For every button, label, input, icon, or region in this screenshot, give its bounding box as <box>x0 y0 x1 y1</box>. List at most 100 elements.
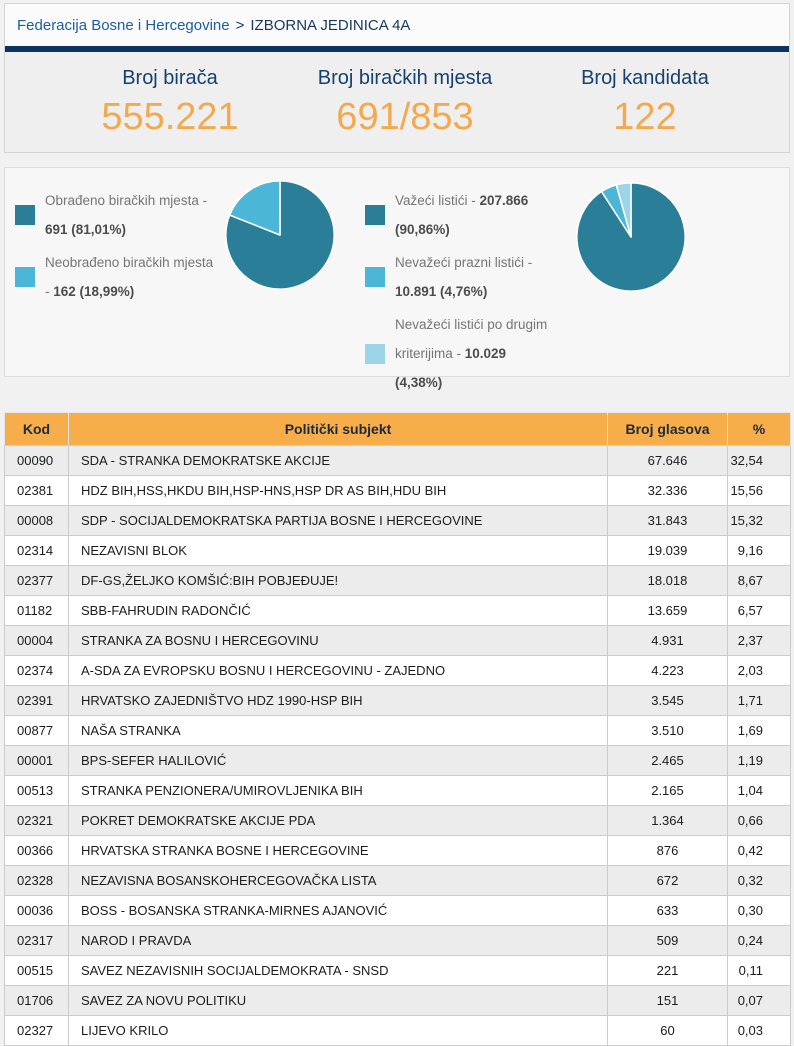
table-row: 02317 NAROD I PRAVDA 509 0,24 <box>4 925 791 956</box>
cell-percent: 0,30 <box>727 895 791 926</box>
cell-broj-glasova: 18.018 <box>607 565 728 596</box>
cell-kod: 01182 <box>4 595 69 626</box>
table-row: 00008 SDP - SOCIJALDEMOKRATSKA PARTIJA BO… <box>4 505 791 536</box>
table-row: 01182 SBB-FAHRUDIN RADONČIĆ 13.659 6,57 <box>4 595 791 626</box>
cell-percent: 15,32 <box>727 505 791 536</box>
legend-item: Nevažeći listići po drugim kriterijima -… <box>365 310 550 397</box>
cell-kod: 02391 <box>4 685 69 716</box>
pie-chart-svg <box>576 182 686 292</box>
cell-politicki-subjekt: SDP - SOCIJALDEMOKRATSKA PARTIJA BOSNE I… <box>68 505 608 536</box>
cell-broj-glasova: 67.646 <box>607 445 728 476</box>
cell-politicki-subjekt: STRANKA PENZIONERA/UMIROVLJENIKA BIH <box>68 775 608 806</box>
stat-label: Broj biračkih mjesta <box>317 67 493 89</box>
cell-kod: 02381 <box>4 475 69 506</box>
cell-politicki-subjekt: HRVATSKO ZAJEDNIŠTVO HDZ 1990-HSP BIH <box>68 685 608 716</box>
breadcrumb: Federacija Bosne i Hercegovine > IZBORNA… <box>5 4 789 46</box>
cell-percent: 0,11 <box>727 955 791 986</box>
legend-item: Važeći listići - 207.866 (90,86%) <box>365 186 550 244</box>
cell-broj-glasova: 672 <box>607 865 728 896</box>
table-row: 00001 BPS-SEFER HALILOVIĆ 2.465 1,19 <box>4 745 791 776</box>
cell-politicki-subjekt: NAŠA STRANKA <box>68 715 608 746</box>
cell-broj-glasova: 221 <box>607 955 728 986</box>
cell-percent: 2,37 <box>727 625 791 656</box>
cell-percent: 15,56 <box>727 475 791 506</box>
pie-chart-biracka-mjesta <box>223 178 337 376</box>
table-row: 02328 NEZAVISNA BOSANSKOHERCEGOVAČKA LIST… <box>4 865 791 896</box>
pie-slice <box>228 180 281 236</box>
cell-politicki-subjekt: SAVEZ ZA NOVU POLITIKU <box>68 985 608 1016</box>
header-percent: % <box>727 412 791 446</box>
stat-broj-kandidata: Broj kandidata 122 <box>581 67 709 139</box>
table-row: 00036 BOSS - BOSANSKA STRANKA-MIRNES AJAN… <box>4 895 791 926</box>
legend-item: Neobrađeno biračkih mjesta - 162 (18,99%… <box>15 248 215 306</box>
table-row: 00513 STRANKA PENZIONERA/UMIROVLJENIKA BI… <box>4 775 791 806</box>
cell-kod: 00008 <box>4 505 69 536</box>
header-politicki-subjekt: Politički subjekt <box>68 412 608 446</box>
cell-percent: 2,03 <box>727 655 791 686</box>
cell-politicki-subjekt: STRANKA ZA BOSNU I HERCEGOVINU <box>68 625 608 656</box>
cell-politicki-subjekt: DF-GS,ŽELJKO KOMŠIĆ:BIH POBJEĐUJE! <box>68 565 608 596</box>
cell-kod: 00366 <box>4 835 69 866</box>
pie-chart-svg <box>225 180 335 290</box>
table-row: 02391 HRVATSKO ZAJEDNIŠTVO HDZ 1990-HSP B… <box>4 685 791 716</box>
table-row: 00877 NAŠA STRANKA 3.510 1,69 <box>4 715 791 746</box>
legend-swatch <box>15 205 35 225</box>
table-row: 02377 DF-GS,ŽELJKO KOMŠIĆ:BIH POBJEĐUJE! 1… <box>4 565 791 596</box>
stat-broj-birackih-mjesta: Broj biračkih mjesta 691/853 <box>318 67 493 139</box>
cell-kod: 02317 <box>4 925 69 956</box>
cell-kod: 02314 <box>4 535 69 566</box>
legend-text: Nevažeći listići po drugim kriterijima -… <box>395 317 548 390</box>
legend-text: Nevažeći prazni listići - 10.891 (4,76%) <box>395 255 533 299</box>
legend-text: Obrađeno biračkih mjesta - 691 (81,01%) <box>45 193 208 237</box>
cell-broj-glasova: 509 <box>607 925 728 956</box>
legend-item: Nevažeći prazni listići - 10.891 (4,76%) <box>365 248 550 306</box>
cell-kod: 00036 <box>4 895 69 926</box>
stat-value: 555.221 <box>101 96 239 138</box>
table-row: 02321 POKRET DEMOKRATSKE AKCIJE PDA 1.364 0… <box>4 805 791 836</box>
cell-kod: 02321 <box>4 805 69 836</box>
cell-broj-glasova: 3.510 <box>607 715 728 746</box>
breadcrumb-current: IZBORNA JEDINICA 4A <box>250 16 411 34</box>
cell-percent: 1,71 <box>727 685 791 716</box>
cell-kod: 00513 <box>4 775 69 806</box>
cell-percent: 0,07 <box>727 985 791 1016</box>
legend-text: Neobrađeno biračkih mjesta - 162 (18,99%… <box>45 255 214 299</box>
cell-percent: 1,04 <box>727 775 791 806</box>
table-row: 02374 A-SDA ZA EVROPSKU BOSNU I HERCEGOVI… <box>4 655 791 686</box>
cell-percent: 6,57 <box>727 595 791 626</box>
cell-broj-glasova: 60 <box>607 1015 728 1046</box>
results-table-body: 00090 SDA - STRANKA DEMOKRATSKE AKCIJE 67.… <box>4 445 791 1046</box>
table-row: 00090 SDA - STRANKA DEMOKRATSKE AKCIJE 67.… <box>4 445 791 476</box>
cell-kod: 00877 <box>4 715 69 746</box>
cell-kod: 02374 <box>4 655 69 686</box>
legend-swatch <box>365 205 385 225</box>
cell-kod: 02327 <box>4 1015 69 1046</box>
cell-politicki-subjekt: BOSS - BOSANSKA STRANKA-MIRNES AJANOVIĆ <box>68 895 608 926</box>
cell-broj-glasova: 876 <box>607 835 728 866</box>
table-row: 01706 SAVEZ ZA NOVU POLITIKU 151 0,07 <box>4 985 791 1016</box>
table-row: 02327 LIJEVO KRILO 60 0,03 <box>4 1015 791 1046</box>
stat-label: Broj birača <box>122 67 218 89</box>
cell-percent: 0,66 <box>727 805 791 836</box>
cell-percent: 0,24 <box>727 925 791 956</box>
pie-legend-biracka-mjesta: Obrađeno biračkih mjesta - 691 (81,01%) N… <box>15 168 215 376</box>
cell-kod: 00004 <box>4 625 69 656</box>
results-table: Kod Politički subjekt Broj glasova % 000… <box>4 412 791 1046</box>
cell-kod: 01706 <box>4 985 69 1016</box>
cell-politicki-subjekt: NEZAVISNA BOSANSKOHERCEGOVAČKA LISTA <box>68 865 608 896</box>
legend-text: Važeći listići - 207.866 (90,86%) <box>395 193 529 237</box>
cell-kod: 00001 <box>4 745 69 776</box>
cell-politicki-subjekt: A-SDA ZA EVROPSKU BOSNU I HERCEGOVINU - … <box>68 655 608 686</box>
cell-broj-glasova: 151 <box>607 985 728 1016</box>
pie-slice <box>615 182 632 238</box>
cell-politicki-subjekt: HDZ BIH,HSS,HKDU BIH,HSP-HNS,HSP DR AS B… <box>68 475 608 506</box>
breadcrumb-parent-link[interactable]: Federacija Bosne i Hercegovine <box>17 16 230 34</box>
cell-politicki-subjekt: SDA - STRANKA DEMOKRATSKE AKCIJE <box>68 445 608 476</box>
cell-broj-glasova: 4.931 <box>607 625 728 656</box>
header-kod: Kod <box>4 412 69 446</box>
cell-broj-glasova: 2.465 <box>607 745 728 776</box>
pie-charts-panel: Obrađeno biračkih mjesta - 691 (81,01%) N… <box>4 167 790 390</box>
cell-broj-glasova: 633 <box>607 895 728 926</box>
pie-chart-listici <box>574 180 688 376</box>
cell-politicki-subjekt: POKRET DEMOKRATSKE AKCIJE PDA <box>68 805 608 836</box>
